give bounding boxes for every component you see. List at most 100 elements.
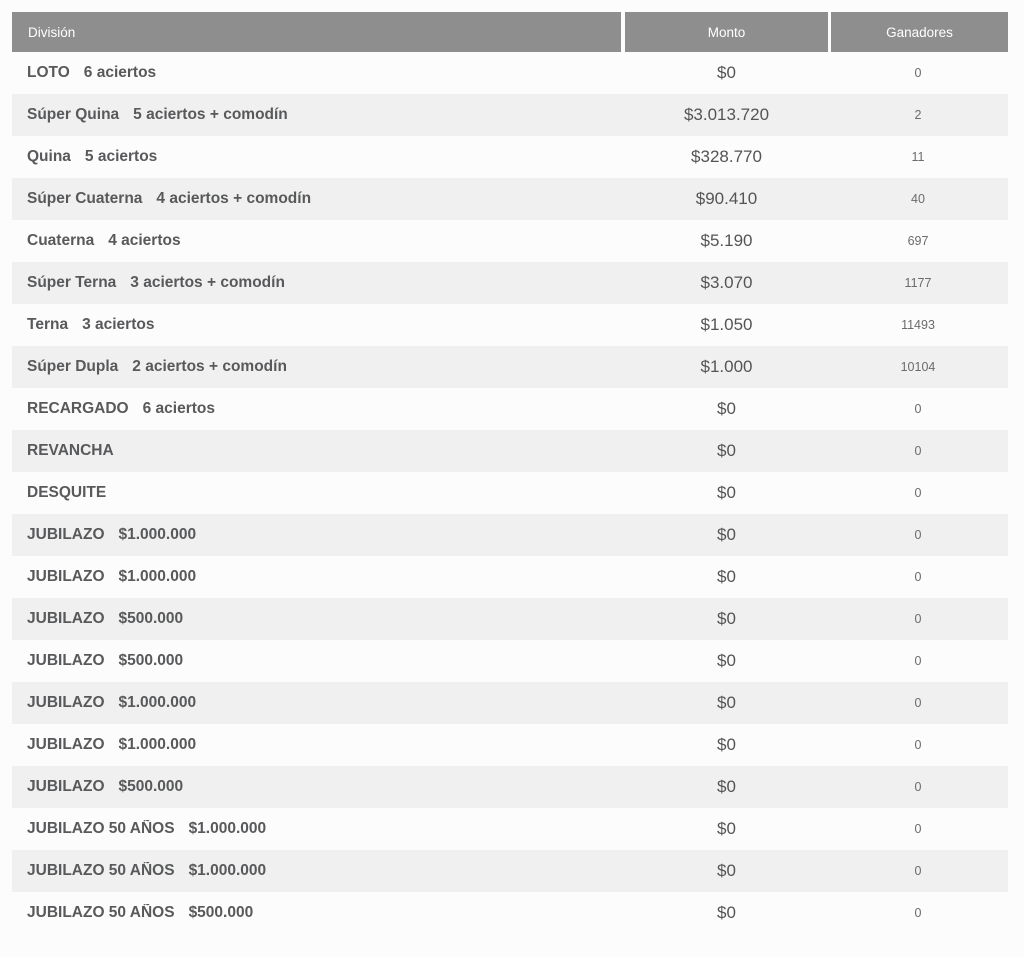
ganadores-cell: 0	[914, 612, 922, 626]
division-detail: 3 aciertos + comodín	[130, 274, 285, 291]
division-detail: $1.000.000	[188, 862, 267, 879]
division-name: Súper Quina	[27, 106, 120, 123]
division-detail: $1.000.000	[118, 526, 197, 543]
table-row: JUBILAZO $1.000.000 $0 0	[12, 514, 1008, 556]
ganadores-cell: 0	[914, 528, 922, 542]
division-cell: Súper Cuaterna 4 aciertos + comodín	[12, 190, 625, 208]
monto-cell: $3.013.720	[683, 105, 770, 124]
division-detail: 4 aciertos	[108, 232, 181, 249]
table-row: JUBILAZO $1.000.000 $0 0	[12, 724, 1008, 766]
table-row: JUBILAZO $500.000 $0 0	[12, 598, 1008, 640]
table-row: JUBILAZO 50 AÑOS $1.000.000 $0 0	[12, 850, 1008, 892]
table-row: Súper Dupla 2 aciertos + comodín $1.000 1…	[12, 346, 1008, 388]
ganadores-cell: 0	[914, 696, 922, 710]
monto-cell: $3.070	[700, 273, 753, 292]
monto-cell: $0	[717, 525, 736, 544]
division-cell: REVANCHA	[12, 442, 625, 460]
division-name: Terna	[27, 316, 69, 333]
division-name: Cuaterna	[27, 232, 95, 249]
monto-cell: $0	[717, 483, 736, 502]
ganadores-cell: 697	[907, 234, 929, 248]
division-detail: $500.000	[118, 652, 184, 669]
column-header-monto: Monto	[625, 12, 828, 52]
division-cell: JUBILAZO $1.000.000	[12, 568, 625, 586]
ganadores-cell: 10104	[900, 360, 936, 374]
ganadores-cell: 2	[914, 108, 922, 122]
monto-cell: $0	[717, 735, 736, 754]
table-row: Súper Quina 5 aciertos + comodín $3.013.7…	[12, 94, 1008, 136]
ganadores-cell: 0	[914, 822, 922, 836]
monto-cell: $0	[717, 567, 736, 586]
table-row: JUBILAZO $1.000.000 $0 0	[12, 682, 1008, 724]
division-name: JUBILAZO	[27, 778, 105, 795]
prize-table: División Monto Ganadores LOTO 6 aciertos …	[12, 12, 1008, 934]
monto-cell: $328.770	[691, 147, 762, 166]
division-detail: $500.000	[188, 904, 254, 921]
division-cell: JUBILAZO $500.000	[12, 652, 625, 670]
table-row: RECARGADO 6 aciertos $0 0	[12, 388, 1008, 430]
table-row: JUBILAZO $500.000 $0 0	[12, 766, 1008, 808]
ganadores-cell: 11	[911, 150, 925, 164]
monto-cell: $0	[717, 399, 736, 418]
monto-cell: $0	[717, 609, 736, 628]
division-detail: $1.000.000	[118, 736, 197, 753]
division-name: JUBILAZO 50 AÑOS	[27, 904, 175, 921]
division-name: JUBILAZO 50 AÑOS	[27, 820, 175, 837]
monto-cell: $0	[717, 819, 736, 838]
ganadores-cell: 0	[914, 864, 922, 878]
monto-cell: $1.050	[700, 315, 753, 334]
division-name: REVANCHA	[27, 442, 114, 459]
table-row: LOTO 6 aciertos $0 0	[12, 52, 1008, 94]
division-cell: Súper Terna 3 aciertos + comodín	[12, 274, 625, 292]
ganadores-cell: 0	[914, 444, 922, 458]
division-detail: $1.000.000	[188, 820, 267, 837]
table-row: Quina 5 aciertos $328.770 11	[12, 136, 1008, 178]
division-cell: JUBILAZO 50 AÑOS $1.000.000	[12, 820, 625, 838]
monto-cell: $1.000	[700, 357, 753, 376]
column-header-ganadores: Ganadores	[831, 12, 1008, 52]
division-cell: Súper Quina 5 aciertos + comodín	[12, 106, 625, 124]
division-name: JUBILAZO	[27, 610, 105, 627]
division-cell: RECARGADO 6 aciertos	[12, 400, 625, 418]
division-cell: Quina 5 aciertos	[12, 148, 625, 166]
prize-table-header: División Monto Ganadores	[12, 12, 1008, 52]
division-detail: 2 aciertos + comodín	[132, 358, 287, 375]
division-cell: JUBILAZO $1.000.000	[12, 526, 625, 544]
division-name: JUBILAZO	[27, 694, 105, 711]
division-detail: 5 aciertos	[84, 148, 158, 165]
column-header-division: División	[12, 12, 621, 52]
division-name: LOTO	[27, 64, 70, 81]
table-row: REVANCHA $0 0	[12, 430, 1008, 472]
division-cell: Terna 3 aciertos	[12, 316, 625, 334]
division-cell: Súper Dupla 2 aciertos + comodín	[12, 358, 625, 376]
table-row: Terna 3 aciertos $1.050 11493	[12, 304, 1008, 346]
division-name: JUBILAZO	[27, 736, 105, 753]
division-cell: JUBILAZO 50 AÑOS $500.000	[12, 904, 625, 922]
table-row: DESQUITE $0 0	[12, 472, 1008, 514]
division-name: Quina	[27, 148, 71, 165]
division-cell: JUBILAZO $500.000	[12, 778, 625, 796]
table-row: Súper Cuaterna 4 aciertos + comodín $90.4…	[12, 178, 1008, 220]
ganadores-cell: 0	[914, 654, 922, 668]
monto-cell: $0	[717, 441, 736, 460]
monto-cell: $0	[717, 861, 736, 880]
division-name: JUBILAZO 50 AÑOS	[27, 862, 175, 879]
table-row: JUBILAZO 50 AÑOS $500.000 $0 0	[12, 892, 1008, 934]
division-cell: LOTO 6 aciertos	[12, 64, 625, 82]
division-detail: 4 aciertos + comodín	[156, 190, 312, 207]
division-detail: 6 aciertos	[142, 400, 216, 417]
ganadores-cell: 0	[914, 66, 922, 80]
division-detail: $500.000	[118, 778, 184, 795]
ganadores-cell: 1177	[904, 276, 932, 290]
table-row: JUBILAZO $1.000.000 $0 0	[12, 556, 1008, 598]
division-name: Súper Dupla	[27, 358, 119, 375]
division-detail: $500.000	[118, 610, 184, 627]
division-name: JUBILAZO	[27, 526, 105, 543]
ganadores-cell: 0	[914, 402, 922, 416]
division-detail: $1.000.000	[118, 568, 197, 585]
division-cell: DESQUITE	[12, 484, 625, 502]
ganadores-cell: 0	[914, 906, 922, 920]
prize-table-body: LOTO 6 aciertos $0 0 Súper Quina 5 acierto…	[12, 52, 1008, 934]
ganadores-cell: 0	[914, 570, 922, 584]
division-detail: 3 aciertos	[82, 316, 155, 333]
